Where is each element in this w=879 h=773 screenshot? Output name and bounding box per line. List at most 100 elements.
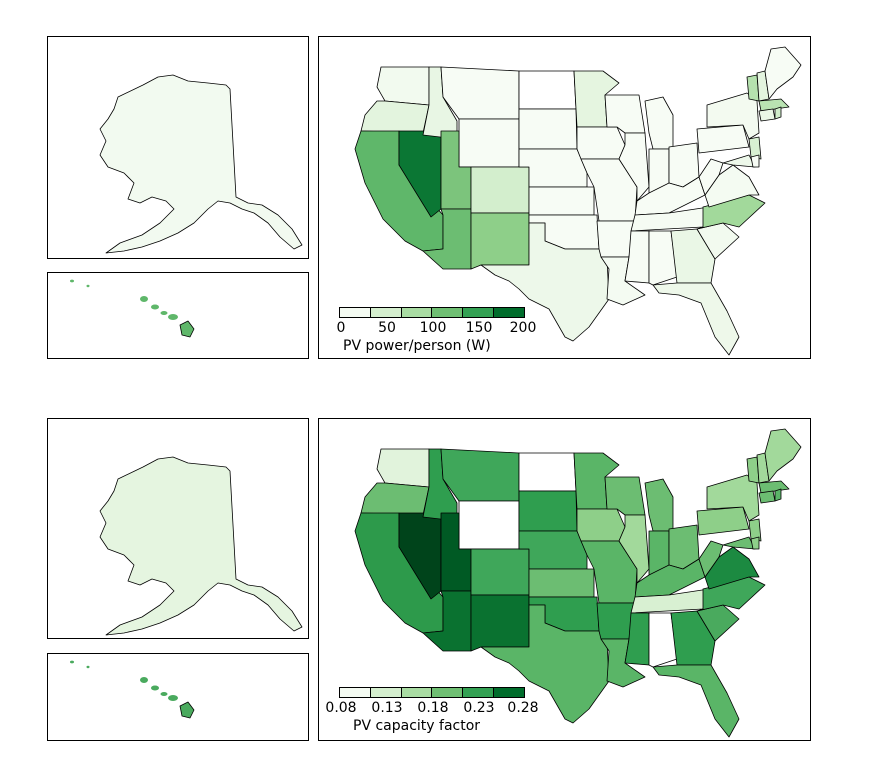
- state-nc: [696, 576, 766, 612]
- state-ia: [576, 126, 626, 160]
- colorbar-tick: 0.13: [371, 700, 403, 716]
- state-wv: [698, 540, 724, 578]
- state-co: [470, 166, 530, 214]
- colorbar-swatch: [494, 688, 524, 697]
- state-fl: [652, 282, 740, 356]
- state-va: [704, 164, 760, 208]
- state-wa: [376, 448, 430, 488]
- conus-map-1: [354, 46, 802, 356]
- state-al: [648, 612, 678, 668]
- colorbar-tick: 0: [336, 320, 346, 336]
- colorbar-label: PV capacity factor: [353, 718, 481, 734]
- state-wi: [604, 476, 646, 516]
- colorbar-tick: 50: [378, 320, 396, 336]
- colorbar-swatch: [401, 308, 433, 317]
- state-il: [618, 132, 650, 202]
- alaska-map-2: [99, 456, 303, 636]
- alaska-region: [99, 456, 303, 636]
- hawaii-map-1: [70, 279, 195, 338]
- colorbar-1: 0 50 100 150 200 PV power/person (W): [336, 307, 536, 357]
- state-ma: [758, 98, 790, 112]
- colorbar-swatch: [370, 688, 402, 697]
- state-de: [750, 154, 760, 168]
- state-ks: [528, 186, 595, 216]
- state-ms: [624, 612, 650, 666]
- colorbar-tick: 150: [465, 320, 493, 336]
- state-ri: [774, 106, 782, 120]
- colorbar-swatch: [401, 688, 433, 697]
- alaska-panel-2: [47, 418, 309, 639]
- colorbar-swatch: [432, 308, 464, 317]
- state-md: [722, 154, 756, 168]
- conus-map-2: [354, 428, 802, 738]
- state-md: [722, 536, 756, 550]
- state-nm: [470, 594, 530, 652]
- state-sd: [518, 108, 578, 150]
- state-mi: [644, 96, 674, 150]
- state-ct: [758, 490, 776, 504]
- state-ri: [774, 488, 782, 502]
- state-wa: [376, 66, 430, 106]
- hawaii-panel-2: [47, 653, 309, 741]
- state-ne: [518, 530, 588, 570]
- colorbar-tick: 0.08: [325, 700, 357, 716]
- colorbar-swatches: [339, 307, 525, 318]
- state-nj: [748, 518, 762, 542]
- alaska-map-1: [99, 74, 303, 254]
- state-me: [764, 428, 802, 482]
- state-pa: [696, 506, 750, 536]
- state-me: [764, 46, 802, 100]
- state-nd: [518, 70, 577, 110]
- colorbar-tick: 100: [419, 320, 447, 336]
- state-fl: [652, 664, 740, 738]
- state-or: [360, 482, 430, 516]
- colorbar-swatch: [463, 308, 495, 317]
- colorbar-tick: 0.28: [507, 700, 539, 716]
- state-wy: [458, 118, 520, 168]
- colorbar-swatch: [463, 688, 495, 697]
- state-mi: [644, 478, 674, 532]
- hawaii-islands: [70, 279, 195, 338]
- state-ga: [670, 228, 716, 284]
- state-pa: [696, 124, 750, 154]
- hawaii-islands: [70, 660, 195, 719]
- colorbar-tick: 0.18: [417, 700, 449, 716]
- state-mt: [440, 66, 520, 120]
- hawaii-panel-1: [47, 272, 309, 359]
- colorbar-swatch: [340, 308, 371, 317]
- conus-panel-1: 0 50 100 150 200 PV power/person (W): [318, 36, 811, 359]
- state-ma: [758, 480, 790, 494]
- state-wy: [458, 500, 520, 550]
- alaska-panel-1: [47, 36, 309, 259]
- state-de: [750, 536, 760, 550]
- state-wi: [604, 94, 646, 134]
- state-ct: [758, 108, 776, 122]
- state-wv: [698, 158, 724, 196]
- colorbar-swatches: [339, 687, 525, 698]
- colorbar-label: PV power/person (W): [343, 338, 491, 354]
- state-ga: [670, 610, 716, 666]
- colorbar-swatch: [432, 688, 464, 697]
- colorbar-tick: 200: [509, 320, 537, 336]
- state-nm: [470, 212, 530, 270]
- hawaii-map-2: [70, 660, 195, 719]
- state-nd: [518, 452, 577, 492]
- state-co: [470, 548, 530, 596]
- state-nj: [748, 136, 762, 160]
- state-sd: [518, 490, 578, 532]
- colorbar-swatch: [340, 688, 371, 697]
- alaska-region: [99, 74, 303, 254]
- colorbar-tick: 0.23: [463, 700, 495, 716]
- state-tx: [480, 222, 610, 342]
- colorbar-swatch: [370, 308, 402, 317]
- conus-panel-2: 0.08 0.13 0.18 0.23 0.28 PV capacity fac…: [318, 418, 811, 741]
- state-ms: [624, 230, 650, 284]
- state-al: [648, 230, 678, 286]
- state-or: [360, 100, 430, 134]
- state-mt: [440, 448, 520, 502]
- state-va: [704, 546, 760, 590]
- colorbar-swatch: [494, 308, 524, 317]
- state-ks: [528, 568, 595, 598]
- state-nc: [696, 194, 766, 230]
- state-il: [618, 514, 650, 584]
